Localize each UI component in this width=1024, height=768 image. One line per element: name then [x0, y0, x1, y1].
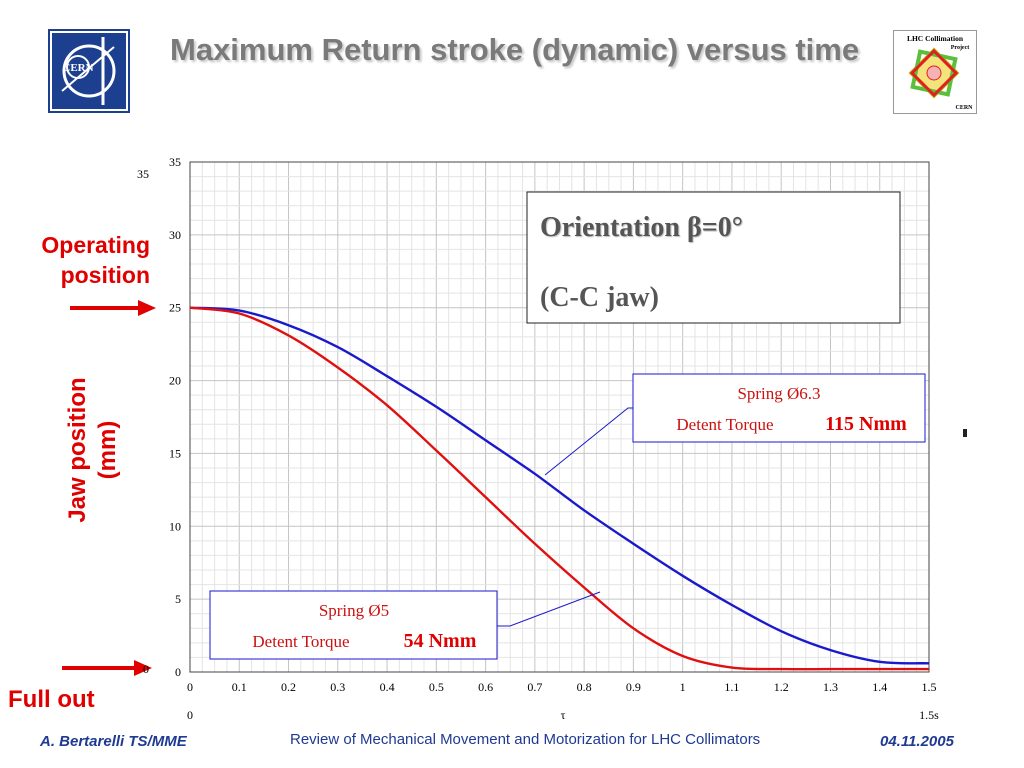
- y-extra-label-top: 35: [137, 167, 149, 181]
- lhc-logo-title: LHC Collimation: [907, 34, 964, 43]
- series-line-blue: [189, 306, 930, 665]
- lhc-logo-cern: CERN: [955, 105, 973, 111]
- red-spring-label: Spring Ø5: [319, 601, 389, 620]
- x-tick-label: 1: [680, 680, 686, 694]
- blue-spring-label: Spring Ø6.3: [737, 384, 820, 403]
- x-tick-label: 0.6: [478, 680, 493, 694]
- footer-date: 04.11.2005: [880, 733, 954, 750]
- y-tick-label: 20: [169, 374, 181, 388]
- x-tick-label: 0.4: [380, 680, 395, 694]
- y-tick-label: 35: [169, 155, 181, 169]
- series-line-red: [189, 306, 930, 671]
- operating-position-label: Operating position: [41, 232, 150, 288]
- orientation-line2: (C-C jaw): [540, 282, 659, 313]
- x-tick-label: 0.9: [626, 680, 641, 694]
- x-start-label: 0: [187, 708, 193, 722]
- x-tick-label: 1.3: [823, 680, 838, 694]
- y-tick-label: 5: [175, 592, 181, 606]
- full-out-arrow: [62, 660, 152, 676]
- y-tick-label: 0: [175, 665, 181, 679]
- y-tick-label: 15: [169, 446, 181, 460]
- x-tick-label: 0: [187, 680, 193, 694]
- x-tick-label: 1.5: [922, 680, 937, 694]
- x-tick-label: 0.3: [330, 680, 345, 694]
- cern-logo-text: CERN: [62, 62, 93, 74]
- slide-title: Maximum Return stroke (dynamic) versus t…: [170, 32, 860, 67]
- lhc-collimation-logo: LHC Collimation Project CERN: [893, 30, 977, 114]
- cern-logo: CERN: [48, 29, 130, 113]
- operating-arrow: [70, 300, 156, 316]
- footer-subject: Review of Mechanical Movement and Motori…: [290, 731, 761, 748]
- orientation-box: Orientation β=0° (C-C jaw): [526, 191, 901, 324]
- x-tick-label: 1.4: [872, 680, 887, 694]
- y-tick-label: 10: [169, 519, 181, 533]
- x-end-label: 1.5s: [919, 708, 939, 722]
- series-layer: [189, 306, 930, 671]
- x-tick-label: 0.5: [429, 680, 444, 694]
- x-axis-title: τ: [561, 708, 566, 722]
- x-tick-label: 0.7: [527, 680, 542, 694]
- footer-author: A. Bertarelli TS/MME: [40, 733, 187, 750]
- blue-spring-annotation: Spring Ø6.3 Detent Torque 115 Nmm: [544, 373, 926, 476]
- x-tick-label: 0.8: [577, 680, 592, 694]
- x-tick-label: 0.1: [232, 680, 247, 694]
- x-tick-label: 0.2: [281, 680, 296, 694]
- red-spring-annotation: Spring Ø5 Detent Torque 54 Nmm: [209, 590, 601, 660]
- blue-torque-value: 115 Nmm: [825, 413, 907, 435]
- x-tick-label: 1.2: [774, 680, 789, 694]
- axis-ticks: 0 0.1 0.2 0.3 0.4 0.5 0.6 0.7 0.8 0.9 1 1.1 1.2 1.3 1.…: [169, 155, 937, 694]
- full-out-label: Full out: [8, 686, 95, 713]
- red-torque-value: 54 Nmm: [404, 630, 477, 652]
- y-tick-label: 25: [169, 301, 181, 315]
- orientation-line1: Orientation β=0°: [540, 212, 743, 243]
- y-tick-label: 30: [169, 228, 181, 242]
- blue-torque-label: Detent Torque: [676, 415, 773, 434]
- red-torque-label: Detent Torque: [252, 632, 349, 651]
- plot-frame: [189, 161, 930, 673]
- y-extra-label-bottom: 0: [143, 662, 149, 676]
- x-tick-label: 1.1: [724, 680, 739, 694]
- stray-mark: [963, 429, 967, 437]
- lhc-logo-subtitle: Project: [951, 45, 970, 51]
